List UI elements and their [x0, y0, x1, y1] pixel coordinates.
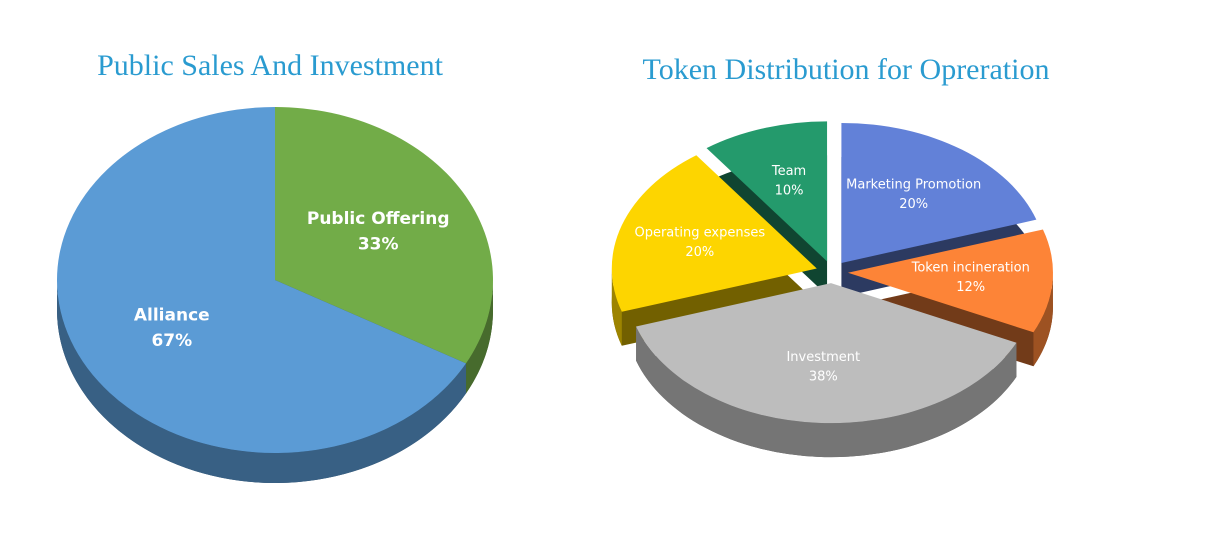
slice — [275, 107, 493, 364]
slice-label: Investment — [786, 350, 860, 365]
slice-side — [1033, 272, 1053, 367]
slice — [56, 107, 467, 453]
slice-side — [466, 280, 493, 394]
slice-value-label: 12% — [956, 280, 985, 295]
slice-label: Token incineration — [911, 261, 1030, 276]
slice — [847, 229, 1053, 333]
slice-value-label: 38% — [809, 369, 838, 384]
slice-side — [611, 268, 622, 346]
slice-side — [636, 326, 1017, 458]
slice-value-label: 20% — [899, 197, 928, 212]
slice — [706, 121, 828, 262]
slice-label: Alliance — [134, 306, 210, 326]
slice-value-label: 67% — [151, 331, 192, 351]
slice-value-label: 20% — [685, 245, 714, 260]
slice-value-label: 10% — [775, 184, 804, 199]
slice-label: Public Offering — [307, 209, 450, 229]
slice — [841, 122, 1037, 263]
slice — [636, 283, 1017, 424]
chart-title: Public Sales And Investment — [97, 49, 443, 82]
slice — [611, 155, 817, 312]
slice-side — [57, 280, 467, 483]
slice-label: Operating expenses — [634, 225, 765, 240]
slice-label: Team — [771, 164, 806, 179]
chart-title: Token Distribution for Opreration — [643, 53, 1050, 86]
slice-label: Marketing Promotion — [846, 178, 981, 193]
slice-value-label: 33% — [358, 234, 399, 254]
